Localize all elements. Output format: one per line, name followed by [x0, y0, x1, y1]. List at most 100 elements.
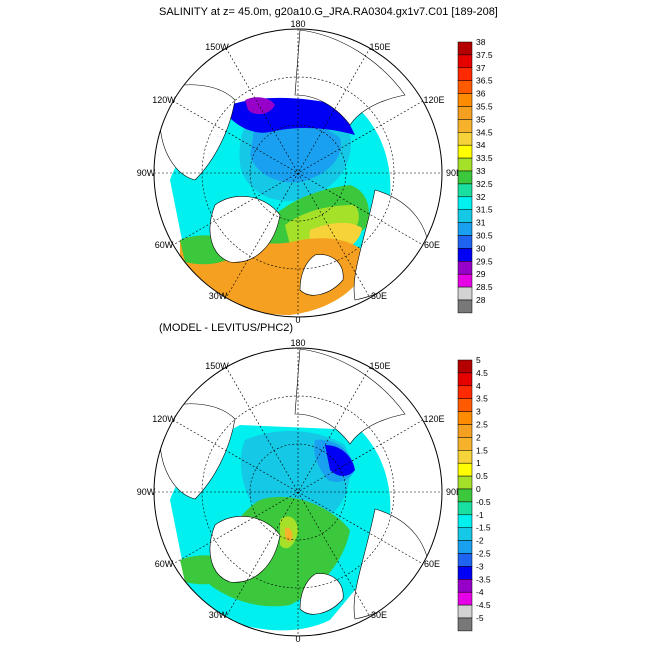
field-region	[245, 97, 275, 115]
colorbar-tick-label: 33.5	[476, 153, 493, 163]
colorbar-swatch	[457, 553, 473, 567]
land-siberia	[294, 29, 406, 126]
lon-label: 150E	[369, 42, 390, 52]
colorbar-swatch	[457, 286, 473, 301]
colorbar-tick-label: 0	[476, 484, 481, 494]
lon-label: 0	[295, 634, 300, 644]
colorbar-swatch	[457, 273, 473, 288]
colorbar-tick-label: -3	[476, 561, 484, 571]
colorbar-swatch	[457, 93, 473, 107]
colorbar-tick-label: 31.5	[476, 205, 493, 215]
colorbar-tick-label: 32.5	[476, 179, 493, 189]
colorbar-tick-label: 35.5	[476, 102, 493, 112]
lon-label: 120E	[423, 414, 444, 424]
colorbar-tick-label: 37	[476, 63, 486, 73]
lon-label: 60W	[155, 240, 174, 250]
colorbar-swatch	[457, 183, 473, 198]
colorbar-swatch	[457, 604, 473, 619]
lon-label: 180	[290, 19, 305, 29]
panel-title: SALINITY at z= 45.0m, g20a10.G_JRA.RA030…	[159, 6, 498, 18]
colorbar-tick-label: 38	[476, 37, 486, 47]
colorbar-tick-label: 1	[476, 458, 481, 468]
colorbar-swatch	[457, 514, 473, 528]
colorbar-tick-label: 0.5	[476, 471, 488, 481]
colorbar-tick-label: 36	[476, 89, 486, 99]
colorbar-tick-label: -5	[476, 613, 484, 623]
colorbar-tick-label: 4.5	[476, 368, 488, 378]
colorbar-tick-label: 29.5	[476, 256, 493, 266]
colorbar-swatch	[457, 106, 473, 120]
colorbar-tick-label: 5	[476, 355, 481, 365]
map-boundary	[153, 28, 443, 318]
lon-label: 30E	[371, 610, 387, 620]
colorbar-swatch	[457, 591, 473, 606]
colorbar-tick-label: -4	[476, 587, 484, 597]
colorbar-tick-label: 28	[476, 295, 486, 305]
colorbar-swatch	[457, 235, 473, 249]
lon-label: 0	[295, 315, 300, 325]
panel-title: (MODEL - LEVITUS/PHC2)	[159, 322, 293, 334]
colorbar-tick-label: 33	[476, 166, 486, 176]
lon-label: 120E	[423, 95, 444, 105]
lon-label: 30W	[209, 291, 228, 301]
lon-label: 60W	[155, 559, 174, 569]
colorbar-tick-label: 1.5	[476, 445, 488, 455]
colorbar-tick-label: 2.5	[476, 420, 488, 430]
colorbar-swatch	[457, 579, 473, 593]
colorbar-swatch	[457, 475, 473, 490]
colorbar-swatch	[457, 540, 473, 554]
colorbar-tick-label: 3	[476, 407, 481, 417]
colorbar-swatch	[457, 248, 473, 262]
colorbar-swatch	[457, 144, 473, 159]
lon-label: 180	[290, 338, 305, 348]
colorbar-swatch	[457, 157, 473, 172]
lon-label: 120W	[152, 95, 176, 105]
colorbar-tick-label: -4.5	[476, 600, 491, 610]
field-region	[325, 445, 355, 476]
lon-label: 30E	[371, 291, 387, 301]
colorbar-swatch	[457, 170, 473, 185]
difference-panel: (MODEL - LEVITUS/PHC2)	[137, 322, 491, 644]
lon-label: 90W	[137, 168, 156, 178]
lon-label: 90W	[137, 487, 156, 497]
colorbar-swatch	[457, 196, 473, 210]
lon-label: 60E	[424, 240, 440, 250]
land-iceland-area	[299, 254, 344, 296]
colorbar-swatch	[457, 359, 473, 374]
colorbar-tick-label: 2	[476, 432, 481, 442]
colorbar-tick-label: 34	[476, 140, 486, 150]
graticule	[154, 348, 442, 636]
lon-label: 150W	[205, 361, 229, 371]
colorbar-swatch	[457, 261, 473, 275]
colorbar-swatch	[457, 462, 473, 477]
colorbar-tick-label: 3.5	[476, 394, 488, 404]
colorbar-swatch	[457, 411, 473, 425]
land-canada	[159, 84, 236, 181]
colorbar-tick-label: -1.5	[476, 523, 491, 533]
colorbar-swatch	[457, 617, 473, 632]
lon-label: 150E	[369, 361, 390, 371]
colorbar-tick-label: -2	[476, 536, 484, 546]
colorbar-tick-label: 32	[476, 192, 486, 202]
colorbar-swatch	[457, 222, 473, 236]
salinity-panel: SALINITY at z= 45.0m, g20a10.G_JRA.RA030…	[137, 6, 498, 325]
colorbar-swatch	[457, 450, 473, 464]
lon-label: 150W	[205, 42, 229, 52]
colorbar-swatch	[457, 501, 473, 516]
colorbar-tick-label: 36.5	[476, 76, 493, 86]
lon-label: 120W	[152, 414, 176, 424]
colorbar-tick-label: -3.5	[476, 574, 491, 584]
colorbar-tick-label: 4	[476, 381, 481, 391]
colorbar-swatch	[457, 372, 473, 387]
colorbar-swatch	[457, 566, 473, 580]
colorbar-tick-label: -0.5	[476, 497, 491, 507]
colorbar-swatch	[457, 424, 473, 438]
colorbar-tick-label: 35	[476, 114, 486, 124]
lon-label: 60E	[424, 559, 440, 569]
colorbar-swatch	[457, 80, 473, 94]
colorbar-swatch	[457, 132, 473, 146]
salinity-field	[159, 29, 431, 315]
land-iceland-area	[299, 573, 344, 615]
colorbar-tick-label: 31	[476, 218, 486, 228]
colorbar-swatch	[457, 398, 473, 412]
